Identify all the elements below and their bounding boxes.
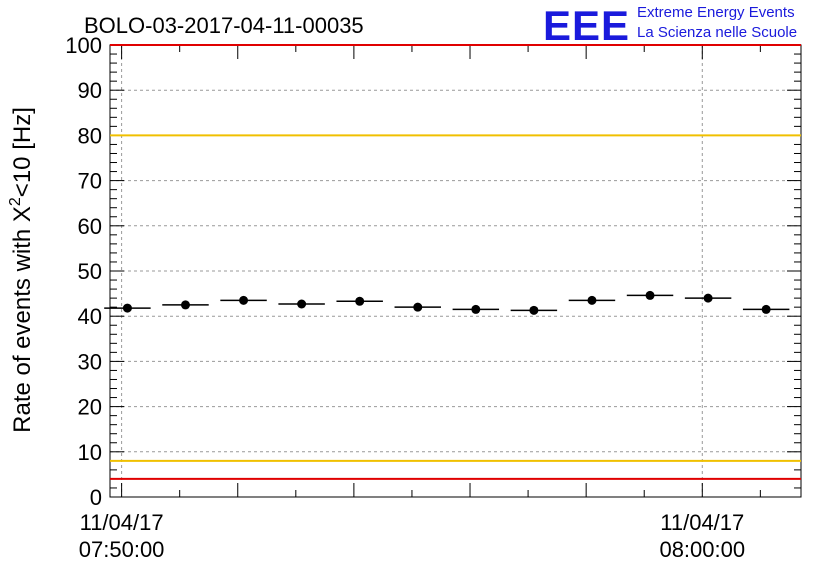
data-point [645,290,655,300]
logo-line1: Extreme Energy Events [637,4,795,21]
logo-line2: La Scienza nelle Scuole [637,24,797,41]
eee-logo: EEE Extreme Energy Events La Scienza nel… [543,2,797,49]
data-point [703,293,713,303]
y-tick-label: 70 [78,169,102,194]
y-axis-label-tail: <10 [Hz] [9,107,36,197]
y-tick-label: 90 [78,78,102,103]
y-axis-label-main: Rate of events with X [9,206,36,433]
y-tick-label: 0 [90,485,102,510]
y-tick-label: 100 [65,33,102,58]
y-tick-label: 40 [78,304,102,329]
data-point [529,305,539,315]
data-point [413,302,423,312]
y-tick-label: 60 [78,214,102,239]
y-axis-label: Rate of events with X2<10 [Hz] [7,107,36,433]
x-tick-label-time: 07:50:00 [79,537,165,562]
data-point [180,300,190,310]
data-point [761,304,771,314]
y-axis-label-superscript: 2 [7,197,24,206]
x-tick-label-date: 11/04/17 [80,510,164,535]
data-point [355,296,365,306]
plot-area: 010203040506070809010011/04/1707:50:0011… [65,33,802,562]
y-tick-label: 30 [78,349,102,374]
y-tick-label: 80 [78,123,102,148]
logo-letters: EEE [543,2,630,49]
y-tick-label: 50 [78,259,102,284]
x-tick-label-time: 08:00:00 [659,537,745,562]
chart-title: BOLO-03-2017-04-11-00035 [84,13,364,38]
data-point [122,303,132,313]
y-tick-label: 10 [78,440,102,465]
data-point [297,299,307,309]
x-tick-label-date: 11/04/17 [660,510,744,535]
data-point [587,295,597,305]
y-tick-label: 20 [78,395,102,420]
data-point [239,295,249,305]
data-point [471,304,481,314]
